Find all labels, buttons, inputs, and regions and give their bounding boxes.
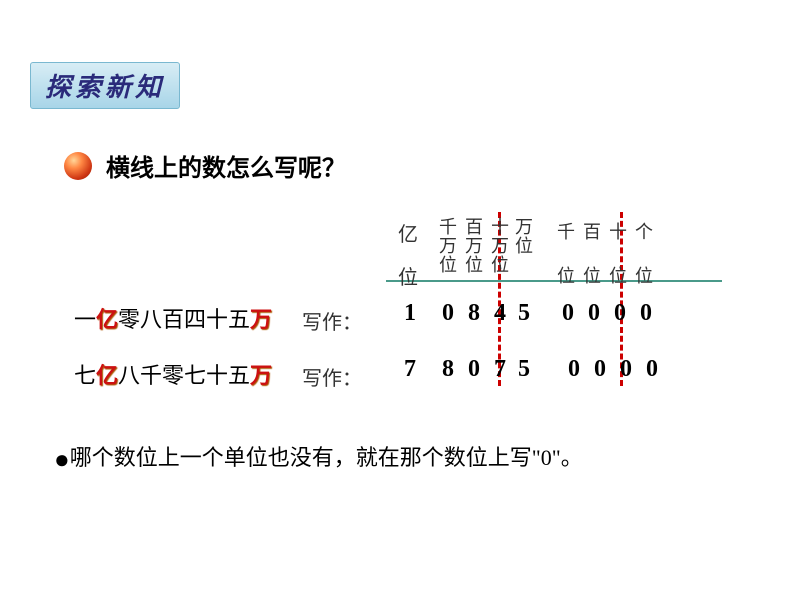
red-yi-1: 亿: [96, 307, 118, 332]
question-text: 横线上的数怎么写呢？: [106, 156, 346, 182]
digit-w3-1: 4: [488, 300, 512, 327]
digit-g3-1: 0: [608, 300, 632, 327]
conclusion: ●哪个数位上一个单位也没有，就在那个数位上写"0"。: [54, 440, 583, 475]
write-label-2: 写作：: [302, 362, 362, 391]
sphere-icon: [64, 152, 92, 180]
digit-g2-2: 0: [588, 356, 612, 383]
chinese-number-2: 七亿八千零七十五万: [74, 358, 272, 390]
col-qian: 千 位: [554, 218, 578, 288]
digit-g4-2: 0: [640, 356, 664, 383]
col-qianwan: 千 万 位: [436, 218, 460, 275]
bullet-icon: ●: [54, 445, 70, 474]
chinese-number-1: 一亿零八百四十五万: [74, 302, 272, 334]
digit-w4-2: 5: [512, 356, 536, 383]
write-label-1: 写作：: [302, 306, 362, 335]
red-wan-2: 万: [250, 363, 272, 388]
place-header: 亿 位 千 万 位 百 万 位 十 万 位 万 位 千 位 百 位: [74, 212, 664, 284]
red-yi-2: 亿: [96, 363, 118, 388]
digit-w1-1: 0: [436, 300, 460, 327]
red-wan-1: 万: [250, 307, 272, 332]
header-text: 探索新知: [45, 73, 165, 102]
digit-g2-1: 0: [582, 300, 606, 327]
header-badge: 探索新知: [30, 62, 180, 109]
col-ge: 个 位: [632, 218, 656, 288]
col-yi: 亿 位: [394, 218, 422, 290]
digit-g1-2: 0: [562, 356, 586, 383]
digit-g1-1: 0: [556, 300, 580, 327]
col-shi: 十 位: [606, 218, 630, 288]
digit-yi-1: 1: [398, 300, 422, 327]
number-row-2: 七亿八千零七十五万 写作： 7 8 0 7 5 0 0 0 0: [74, 354, 664, 396]
col-baiwan: 百 万 位: [462, 218, 486, 275]
digit-g3-2: 0: [614, 356, 638, 383]
number-row-1: 一亿零八百四十五万 写作： 1 0 8 4 5 0 0 0 0: [74, 298, 664, 340]
digit-w2-1: 8: [462, 300, 486, 327]
conclusion-quoted: "0": [532, 445, 561, 470]
conclusion-text1: 哪个数位上一个单位也没有，就在那个数位上写: [70, 445, 532, 470]
digit-w3-2: 7: [488, 356, 512, 383]
col-wan: 万 位: [512, 218, 536, 256]
place-value-table: 亿 位 千 万 位 百 万 位 十 万 位 万 位 千 位 百 位: [74, 212, 664, 396]
col-bai: 百 位: [580, 218, 604, 288]
digit-w2-2: 0: [462, 356, 486, 383]
digit-g4-1: 0: [634, 300, 658, 327]
digit-yi-2: 7: [398, 356, 422, 383]
yi-bot: 位: [394, 261, 422, 290]
yi-top: 亿: [394, 218, 422, 247]
digit-w4-1: 5: [512, 300, 536, 327]
question-row: 横线上的数怎么写呢？: [64, 148, 346, 183]
conclusion-text2: 。: [561, 445, 583, 470]
col-shiwan: 十 万 位: [488, 218, 512, 275]
digit-w1-2: 8: [436, 356, 460, 383]
